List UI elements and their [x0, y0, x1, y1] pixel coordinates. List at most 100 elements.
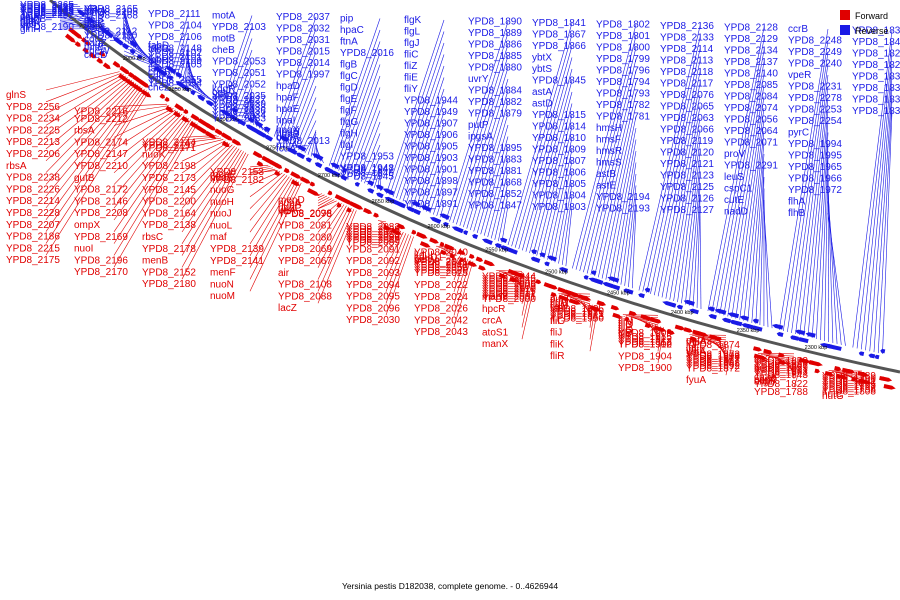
reverse-gene-label: flhB	[788, 208, 806, 219]
reverse-leader-line	[609, 139, 637, 282]
reverse-gene-arrow	[500, 246, 514, 253]
reverse-gene-label: putP	[468, 120, 489, 131]
reverse-gene-label: YPD8_2066	[660, 125, 714, 136]
reverse-leader-line	[483, 147, 509, 236]
reverse-leader-line	[547, 149, 573, 260]
reverse-leader-line	[554, 172, 573, 263]
forward-leader-line	[317, 200, 337, 210]
reverse-gene-labels: YPD8_2265YPD8_2237YPD8_2236YPD8_2235YPD8…	[20, 0, 900, 219]
reverse-gene-label: YPD8_1903	[404, 153, 458, 164]
reverse-gene-arrow	[295, 152, 306, 160]
forward-gene-arrow	[578, 294, 592, 301]
forward-gene-label: YPD8_2091	[346, 244, 400, 255]
reverse-leader-line	[179, 48, 189, 80]
reverse-leader-line	[396, 54, 445, 199]
forward-gene-arrow	[689, 336, 697, 342]
tick-label: 2500 kbp	[545, 269, 568, 275]
forward-gene-label: nuoG	[210, 185, 235, 196]
reverse-gene-label: YPD8_2063	[660, 113, 714, 124]
forward-gene-label: manY	[482, 292, 508, 303]
reverse-leader-line	[579, 47, 637, 272]
reverse-gene-label: YPD8_2054	[148, 79, 202, 90]
reverse-gene-label: solA	[20, 12, 40, 23]
forward-gene-label: YPD8_1859	[754, 363, 808, 374]
forward-leader-line	[249, 175, 288, 221]
forward-gene-arrow	[857, 371, 870, 377]
forward-gene-arrow	[118, 73, 130, 83]
reverse-gene-arrow	[235, 118, 247, 127]
forward-leader-line	[453, 258, 466, 292]
reverse-leader-line	[422, 146, 445, 211]
reverse-gene-label: hpaC	[340, 25, 364, 36]
reverse-gene-arrow	[494, 243, 502, 249]
forward-gene-arrow	[327, 190, 333, 196]
reverse-gene-arrow	[197, 95, 206, 102]
reverse-gene-label: YPD8_1826	[852, 60, 900, 71]
forward-gene-arrow	[568, 290, 581, 298]
legend-reverse-label: Reverse	[855, 26, 889, 36]
reverse-gene-label: ybtX	[532, 53, 552, 64]
reverse-gene-label: YPD8_2278	[788, 93, 842, 104]
forward-leader-line	[181, 151, 244, 256]
reverse-leader-line	[187, 56, 194, 89]
forward-leader-line	[45, 75, 126, 126]
reverse-gene-label: YPD8_2084	[724, 92, 778, 103]
reverse-gene-label: ybtS	[532, 64, 552, 75]
reverse-leader-line	[747, 142, 765, 322]
forward-gene-label: YPD8_1893	[686, 352, 740, 363]
forward-gene-arrow	[683, 327, 693, 333]
forward-gene-label: YPD8_2081	[278, 221, 332, 232]
reverse-gene-label: astD	[532, 99, 553, 110]
forward-gene-arrow	[96, 57, 103, 64]
forward-gene-label: YPD8_2050	[414, 263, 468, 274]
reverse-leader-line	[289, 74, 317, 145]
reverse-leader-line	[638, 25, 701, 291]
forward-leader-line	[857, 377, 863, 392]
reverse-gene-label: ackA	[84, 6, 107, 17]
forward-gene-label: nuoN	[210, 279, 234, 290]
reverse-gene-label: YPD8_2134	[724, 46, 778, 57]
forward-leader-line	[317, 199, 335, 209]
reverse-gene-label: YPD8_2112	[84, 26, 138, 37]
forward-gene-label: nuoL	[210, 220, 233, 231]
forward-gene-label: gutB	[74, 173, 95, 184]
forward-leader-line	[113, 123, 198, 268]
reverse-gene-label: YPD8_1803	[532, 202, 586, 213]
forward-gene-arrow	[589, 305, 602, 312]
reverse-gene-arrow	[342, 168, 348, 173]
forward-leader-line	[45, 72, 122, 103]
forward-leader-line	[722, 343, 727, 362]
forward-leader-line	[317, 198, 332, 207]
forward-leader-line	[249, 176, 290, 233]
reverse-gene-label: YPD8_2102	[148, 48, 202, 59]
forward-gene-label: YPD8_2010	[482, 284, 536, 295]
forward-leader-line	[181, 152, 247, 268]
forward-gene-label: YPD8_2001	[482, 292, 536, 303]
forward-gene-label: YPD8_1874	[686, 340, 740, 351]
reverse-gene-arrow	[511, 249, 518, 255]
forward-leader-line	[317, 196, 330, 204]
reverse-gene-label: manB	[20, 14, 46, 25]
forward-leader-line	[651, 323, 659, 340]
forward-leader-line	[767, 355, 795, 362]
forward-leader-line	[113, 110, 178, 162]
reverse-gene-label: YPD8_2136	[660, 21, 714, 32]
forward-gene-arrow	[252, 150, 264, 158]
reverse-gene-label: YPD8_2101	[148, 52, 202, 63]
reverse-leader-line	[283, 51, 317, 142]
reverse-gene-label: YPD8_1906	[404, 130, 458, 141]
forward-gene-label: YPD8_1792	[822, 378, 876, 389]
forward-leader-line	[249, 170, 278, 174]
reverse-gene-label: motB	[212, 34, 236, 45]
forward-gene-arrow	[778, 359, 787, 365]
forward-gene-label: YPD8_1900	[618, 363, 672, 374]
reverse-gene-arrow	[330, 170, 341, 178]
reverse-gene-label: YPD8_1845	[532, 76, 586, 87]
forward-gene-label: YPD8_2145	[142, 185, 196, 196]
forward-gene-label: fliK	[550, 339, 564, 350]
reverse-leader-line	[307, 130, 317, 155]
reverse-leader-line	[122, 12, 125, 40]
forward-gene-label: nuoE	[210, 172, 234, 183]
forward-gene-label: fliD	[618, 327, 632, 338]
reverse-gene-label: YPD8_1806	[532, 168, 586, 179]
